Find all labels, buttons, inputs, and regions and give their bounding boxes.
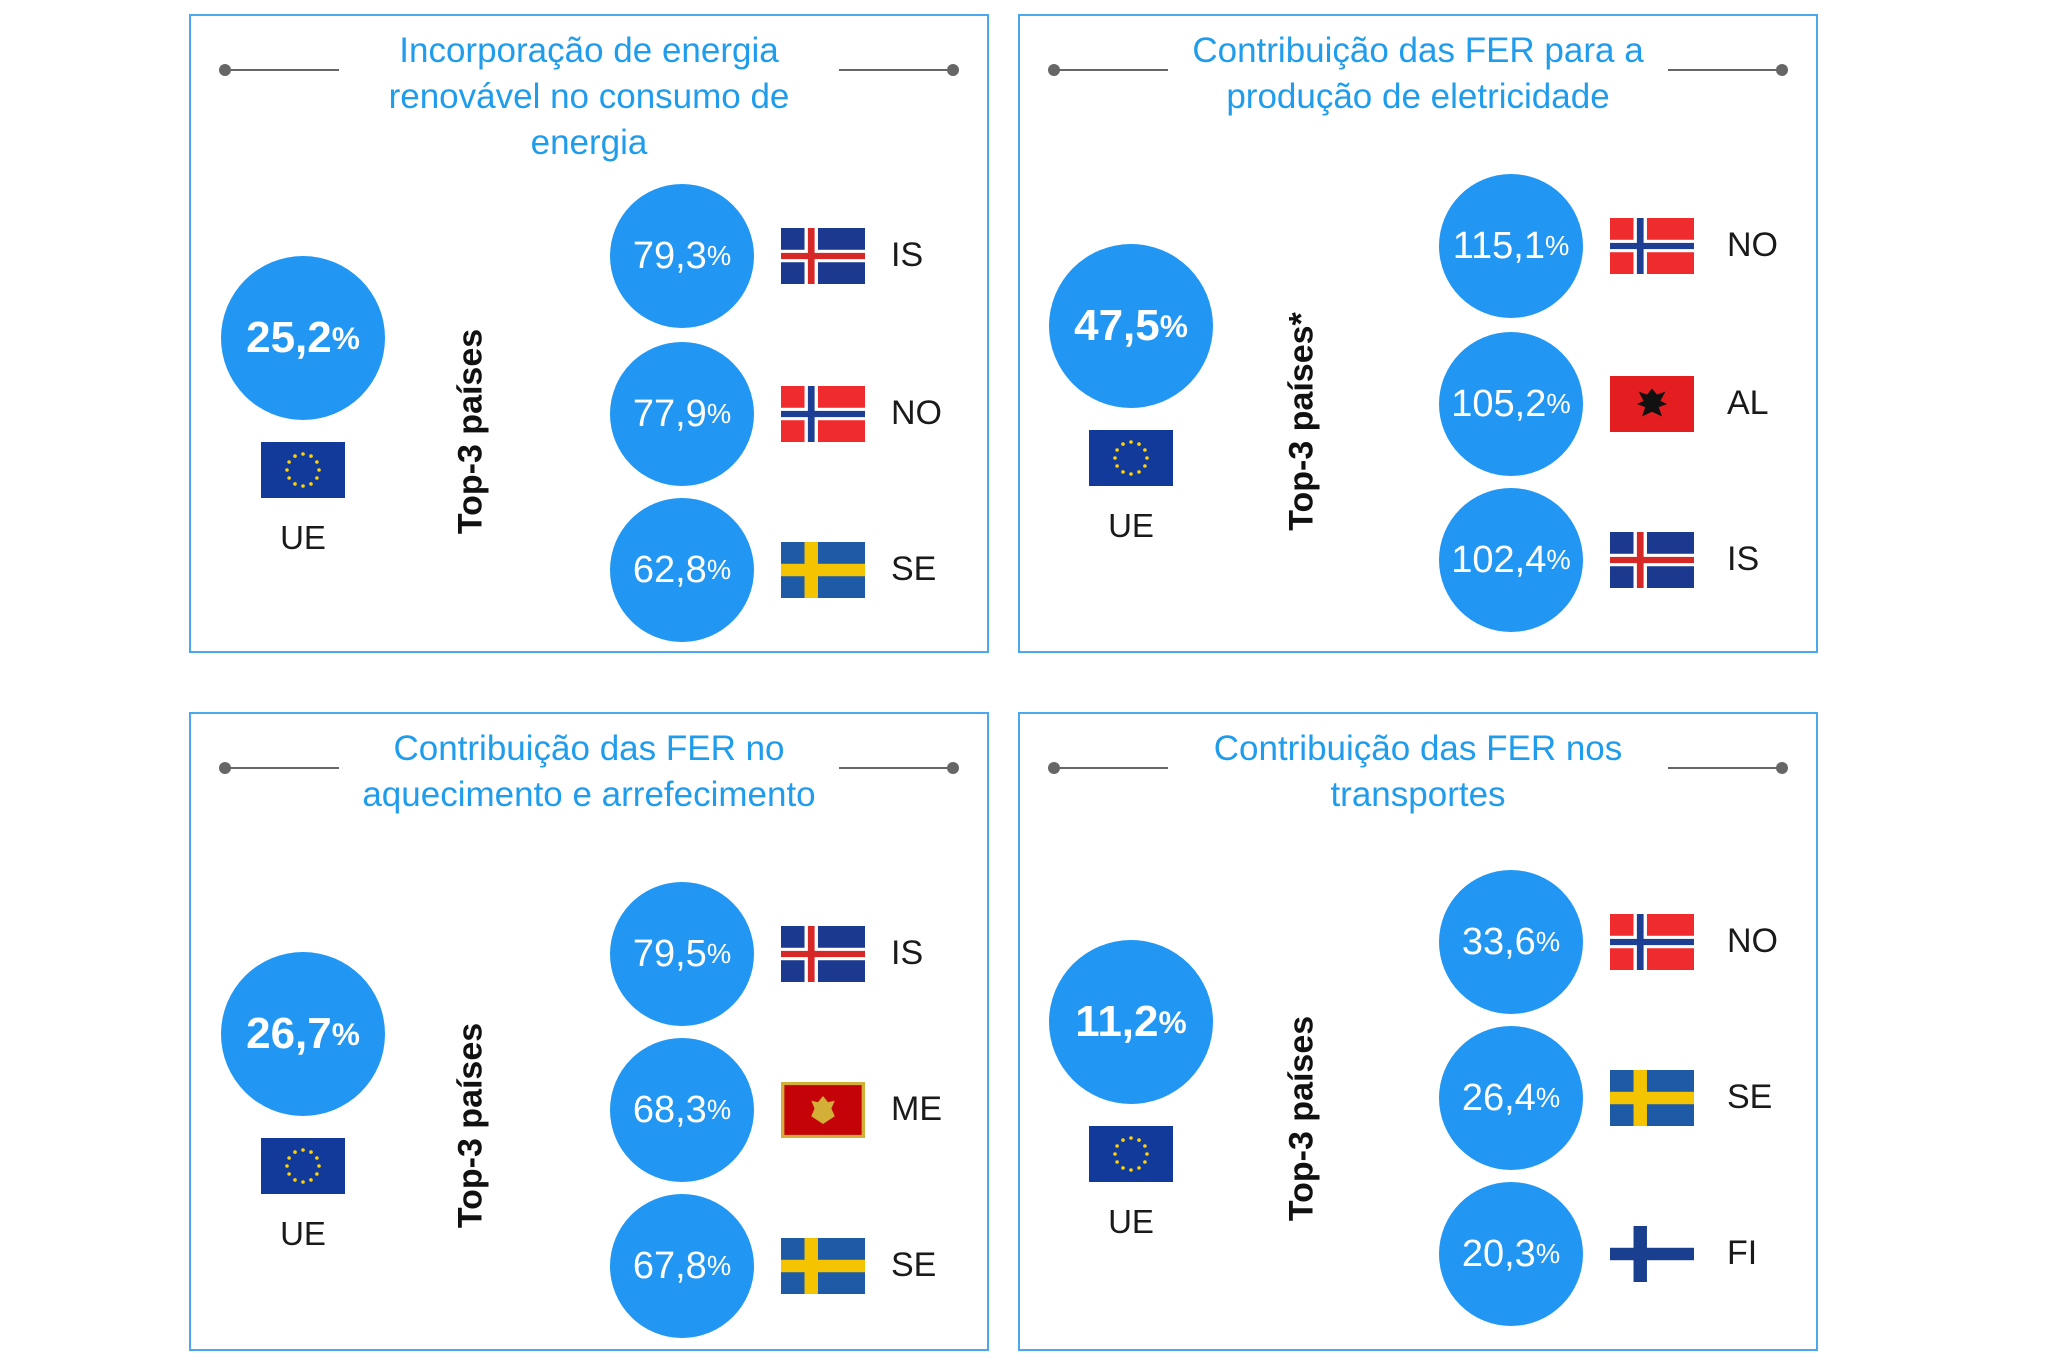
country-row: 67,8% SE	[191, 1194, 987, 1344]
iceland-flag-icon	[781, 926, 865, 982]
country-code: SE	[891, 1246, 937, 1284]
country-code: IS	[891, 236, 924, 274]
country-value-circle: 68,3%	[610, 1038, 754, 1182]
country-row: 102,4% IS	[1020, 488, 1816, 638]
eu-value-circle: 26,7%	[221, 952, 385, 1116]
finland-flag-icon	[1610, 1226, 1694, 1282]
country-value-circle: 105,2%	[1439, 332, 1583, 476]
title-decoration-left	[1048, 762, 1168, 774]
eu-value-circle: 25,2%	[221, 256, 385, 420]
panel-renewable-energy-consumption: Incorporação de energia renovável no con…	[189, 14, 989, 653]
panel-title: Contribuição das FER nos transportes	[1213, 729, 1623, 814]
title-decoration-left	[219, 762, 339, 774]
country-value-circle: 77,9%	[610, 342, 754, 486]
title-decoration-left	[1048, 64, 1168, 76]
country-value-circle: 62,8%	[610, 498, 754, 642]
eu-flag-icon	[1089, 1126, 1173, 1182]
country-value-circle: 20,3%	[1439, 1182, 1583, 1326]
eu-value-circle: 11,2%	[1049, 940, 1213, 1104]
country-code: SE	[1727, 1078, 1773, 1116]
panel-heating-cooling: Contribuição das FER no aquecimento e ar…	[189, 712, 989, 1351]
country-code: SE	[891, 550, 937, 588]
panel-transport: Contribuição das FER nos transportes 11,…	[1018, 712, 1818, 1351]
country-code: NO	[891, 394, 942, 432]
country-value-circle: 79,3%	[610, 184, 754, 328]
eu-label: UE	[1108, 507, 1154, 544]
country-value-circle: 79,5%	[610, 882, 754, 1026]
title-decoration-left	[219, 64, 339, 76]
norway-flag-icon	[1610, 914, 1694, 970]
country-row: 79,5% IS	[191, 882, 987, 1032]
country-value-circle: 33,6%	[1439, 870, 1583, 1014]
iceland-flag-icon	[1610, 532, 1694, 588]
country-row: 68,3% ME	[191, 1038, 987, 1188]
country-code: AL	[1727, 384, 1769, 422]
norway-flag-icon	[781, 386, 865, 442]
country-code: NO	[1727, 226, 1778, 264]
country-code: FI	[1727, 1234, 1758, 1272]
eu-label: UE	[280, 519, 326, 556]
title-decoration-right	[839, 64, 959, 76]
sweden-flag-icon	[781, 1238, 865, 1294]
sweden-flag-icon	[781, 542, 865, 598]
country-code: NO	[1727, 922, 1778, 960]
panel-title: Incorporação de energia renovável no con…	[388, 31, 790, 162]
country-code: IS	[1727, 540, 1760, 578]
panel-title: Contribuição das FER no aquecimento e ar…	[362, 729, 816, 814]
eu-flag-icon	[261, 442, 345, 498]
country-row: 77,9% NO	[191, 342, 987, 492]
iceland-flag-icon	[781, 228, 865, 284]
panel-title: Contribuição das FER para a produção de …	[1192, 31, 1644, 116]
country-row: 20,3% FI	[1020, 1182, 1816, 1332]
title-decoration-right	[1668, 64, 1788, 76]
country-row: 105,2% AL	[1020, 332, 1816, 482]
eu-flag-icon	[1089, 430, 1173, 486]
eu-flag-icon	[261, 1138, 345, 1194]
country-value-circle: 115,1%	[1439, 174, 1583, 318]
country-code: ME	[891, 1090, 942, 1128]
country-row: 115,1% NO	[1020, 174, 1816, 324]
eu-label: UE	[1108, 1203, 1154, 1240]
montenegro-flag-icon	[781, 1082, 865, 1138]
country-row: 33,6% NO	[1020, 870, 1816, 1020]
country-value-circle: 67,8%	[610, 1194, 754, 1338]
panel-electricity-production: Contribuição das FER para a produção de …	[1018, 14, 1818, 653]
country-value-circle: 26,4%	[1439, 1026, 1583, 1170]
albania-flag-icon	[1610, 376, 1694, 432]
title-decoration-right	[839, 762, 959, 774]
country-row: 62,8% SE	[191, 498, 987, 648]
eu-label: UE	[280, 1215, 326, 1252]
country-row: 26,4% SE	[1020, 1026, 1816, 1176]
norway-flag-icon	[1610, 218, 1694, 274]
title-decoration-right	[1668, 762, 1788, 774]
country-row: 79,3% IS	[191, 184, 987, 334]
sweden-flag-icon	[1610, 1070, 1694, 1126]
country-code: IS	[891, 934, 924, 972]
eu-value-circle: 47,5%	[1049, 244, 1213, 408]
country-value-circle: 102,4%	[1439, 488, 1583, 632]
